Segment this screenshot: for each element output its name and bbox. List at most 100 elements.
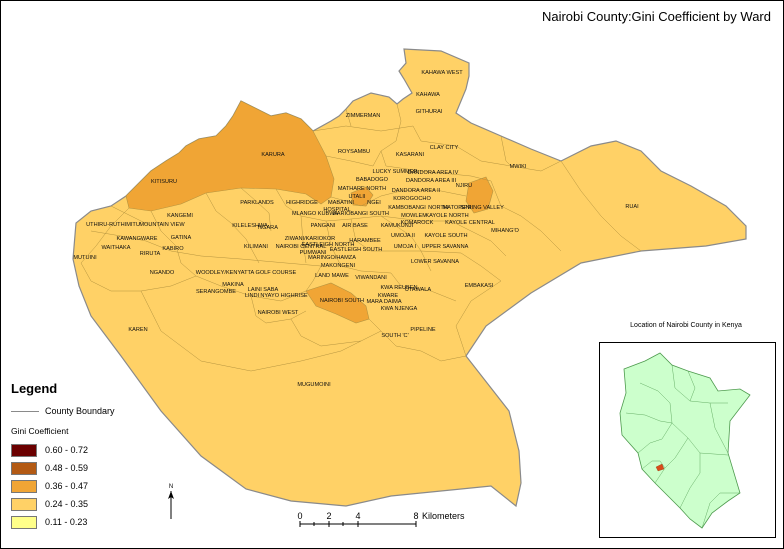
ward-label: KOMAROCK (401, 220, 434, 226)
ward-label: KABIRO (162, 246, 184, 252)
ward-label: EASTLEIGH NORTH (302, 242, 355, 248)
ward-label: KOROGOCHO (393, 196, 431, 202)
legend-class-label-2: 0.36 - 0.47 (45, 481, 89, 491)
ward-line-21 (305, 265, 322, 292)
legend-title: Legend (11, 381, 58, 396)
ward-label: PARKLANDS (240, 200, 274, 206)
ward-line-10 (240, 187, 272, 232)
ward-label: MOWLEM (401, 213, 427, 219)
legend-class-label-3: 0.24 - 0.35 (45, 499, 89, 509)
ward-label: KAREN (128, 327, 147, 333)
ward-line-27 (140, 290, 362, 372)
ward-line-28 (560, 160, 642, 252)
ward-label: MOUNTAIN VIEW (139, 222, 185, 228)
ward-label: MUGUMOINI (297, 382, 331, 388)
ward-label: KANGEMI (167, 213, 193, 219)
ward-label: KAYOLE SOUTH (424, 233, 467, 239)
ward-label: UPPER SAVANNA (422, 244, 469, 250)
legend: Legend County Boundary Gini Coefficient … (11, 381, 201, 531)
nairobi-highlight (655, 463, 665, 472)
legend-swatch-2 (11, 479, 37, 493)
ward-label: KAHAWA WEST (421, 70, 463, 76)
legend-classes: 0.60 - 0.72 0.48 - 0.59 0.36 - 0.47 0.24 - … (11, 441, 201, 531)
ward-label: KARIOBANGI SOUTH (333, 211, 389, 217)
scale-bar: 0 2 4 8 Kilometers (297, 511, 465, 527)
ward-label: BABADOGO (356, 177, 389, 183)
ward-label: ZIMMERMAN (346, 113, 381, 119)
ward-line-5 (330, 188, 467, 207)
ward-label: MARA DAIMA (366, 299, 401, 305)
ward-label: NGEI (367, 200, 381, 206)
ward-line-0 (380, 103, 402, 152)
ward-line-25 (368, 318, 467, 362)
ward-label: SOUTH 'C' (381, 333, 408, 339)
inset-map (599, 342, 776, 538)
legend-class-4: 0.11 - 0.23 (11, 513, 201, 531)
ward-label: RUAI (625, 204, 639, 210)
ward-label: EASTLEIGH SOUTH (330, 247, 383, 253)
ward-label: PANGANI (311, 223, 336, 229)
ward-label: NYAYO HIGHRISE (260, 293, 308, 299)
ward-label: NGARA (258, 225, 278, 231)
ward-label: MAKONGENI (321, 263, 356, 269)
ward-label: UMOJA II (391, 233, 415, 239)
ward-line-19 (455, 252, 502, 357)
scale-tick-2: 2 (326, 511, 331, 521)
map-title: Nairobi County:Gini Coefficient by Ward (541, 9, 771, 24)
ward-line-23 (80, 262, 197, 292)
legend-swatch-3 (11, 497, 37, 511)
ward-label: MATHARE NORTH (338, 186, 386, 192)
ward-label: RIRUTA (140, 251, 161, 257)
ward-label: DANDORA AREA IV (408, 170, 459, 176)
ward-njiru (465, 176, 494, 214)
ward-label: NAIROBI WEST (258, 310, 299, 316)
ward-label: KILELESHWA (232, 223, 268, 229)
ward-line-13 (110, 205, 152, 227)
ward-label: WAITHAKA (101, 245, 130, 251)
ward-label: CLAY CITY (430, 145, 459, 151)
inset-title: Location of Nairobi County in Kenya (630, 322, 742, 329)
legend-class-1: 0.48 - 0.59 (11, 459, 201, 477)
kenya-outline (619, 352, 751, 529)
legend-swatch-4 (11, 515, 37, 529)
legend-class-0: 0.60 - 0.72 (11, 441, 201, 459)
scale-tick-0: 0 (297, 511, 302, 521)
ward-karura-kitisuru (125, 100, 335, 212)
ward-label: KAMUKUNJI (381, 223, 414, 229)
ward-label: HOSPITAL (323, 207, 350, 213)
ward-label: KWA REUBEN (380, 285, 417, 291)
ward-label: LAND MAWE (315, 273, 349, 279)
ward-label: UTAWALA (405, 287, 431, 293)
ward-label: LUCKY SUMMER (373, 169, 418, 175)
ward-label: MATOPENI (443, 205, 472, 211)
ward-label: HARAMBEE (349, 238, 381, 244)
north-label: N (169, 484, 173, 490)
legend-swatch-0 (11, 443, 37, 457)
ward-line-1 (312, 125, 414, 132)
ward-label: KILIMANI (244, 244, 268, 250)
ward-labels: KAHAWA WEST KAHAWA ZIMMERMAN GITHURAI ROYSAM… (73, 70, 639, 388)
ward-label: KWA NJENGA (381, 306, 418, 312)
ward-line-22 (180, 262, 307, 302)
legend-class-3: 0.24 - 0.35 (11, 495, 201, 513)
ward-label: NAIROBI SOUTH (320, 298, 364, 304)
ward-label: LOWER SAVANNA (411, 259, 459, 265)
ward-label: GATINA (171, 235, 192, 241)
ward-label: KAWANGWARE (116, 236, 157, 242)
ward-label: MARINGO/HAMZA (308, 255, 356, 261)
legend-class-2: 0.36 - 0.47 (11, 477, 201, 495)
ward-line-4 (380, 150, 562, 252)
ward-label: UMOJA I (394, 244, 417, 250)
ward-line-24 (250, 295, 307, 324)
kenya-map (619, 352, 751, 529)
ward-label: SERANGOMBE (196, 289, 236, 295)
ward-label: KAMBOBANGI (388, 205, 426, 211)
legend-swatch-1 (11, 461, 37, 475)
ward-label: DANDORA AREA II (392, 188, 441, 194)
ward-label: MABATINI (328, 200, 354, 206)
ward-label: UTHIRU-RUTHIMITU (86, 222, 140, 228)
ward-label: ZIWANI/KARIOKOR (285, 236, 335, 242)
ward-line-17 (380, 215, 432, 272)
ward-label: VIWANDANI (355, 275, 387, 281)
